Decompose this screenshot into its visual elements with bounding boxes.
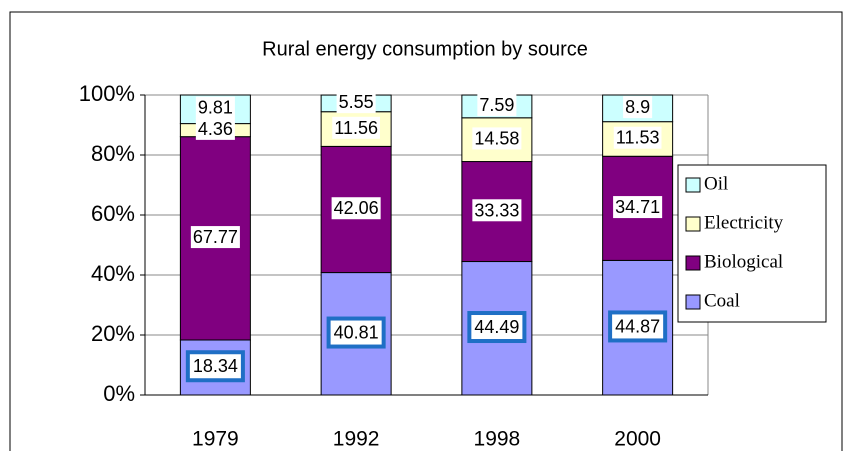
data-label-bg [332,116,380,139]
data-label: 11.53 [616,128,660,148]
data-label: 18.34 [193,356,238,376]
x-tick-label: 1979 [192,428,239,451]
legend-label: Electricity [704,212,784,233]
legend-box [677,164,827,323]
y-tick-label: 60% [91,201,135,226]
legend-label: Coal [704,290,740,311]
data-label: 14.58 [474,128,519,148]
data-label-bg [467,311,527,344]
data-label-bg [613,126,662,149]
data-label: 11.56 [334,118,378,138]
y-tick-label: 0% [103,381,135,406]
data-label-bg [190,226,240,249]
data-label: 9.81 [198,98,233,118]
data-label-bg [608,310,668,343]
y-tick-label: 20% [91,321,135,346]
y-tick-label: 100% [79,81,135,106]
data-label: 33.33 [474,200,519,220]
y-tick-label: 40% [91,261,135,286]
data-label-bg [336,91,376,114]
data-label-bg [472,127,522,150]
x-tick-label: 2000 [614,428,661,451]
data-label: 42.06 [334,198,379,218]
data-label: 8.9 [625,97,650,117]
x-tick-label: 1998 [474,428,521,451]
data-label: 34.71 [615,197,660,217]
data-label: 7.59 [479,95,514,115]
data-label-bg [326,316,386,349]
x-tick-label: 1992 [333,428,380,451]
data-label-bg [472,199,522,222]
data-label: 67.77 [193,227,238,247]
legend-swatch [685,255,701,271]
data-label-bg [623,96,653,119]
data-label-bg [477,94,517,117]
data-label: 40.81 [334,323,379,343]
data-label-bg [613,196,663,219]
data-label: 44.87 [615,316,660,336]
data-label-bg [331,197,381,220]
chart-title: Rural energy consumption by source [262,38,588,60]
legend-swatch [685,177,701,193]
data-label: 44.49 [474,317,519,337]
y-tick-label: 80% [91,141,135,166]
data-label-bg [195,117,235,140]
data-label: 4.36 [198,119,233,139]
data-label: 5.55 [339,92,374,112]
legend-swatch [685,294,701,310]
legend-label: Biological [704,251,783,272]
data-label-bg [195,96,235,119]
data-label-bg [185,350,245,383]
legend-swatch [685,216,701,232]
legend-label: Oil [704,173,728,194]
